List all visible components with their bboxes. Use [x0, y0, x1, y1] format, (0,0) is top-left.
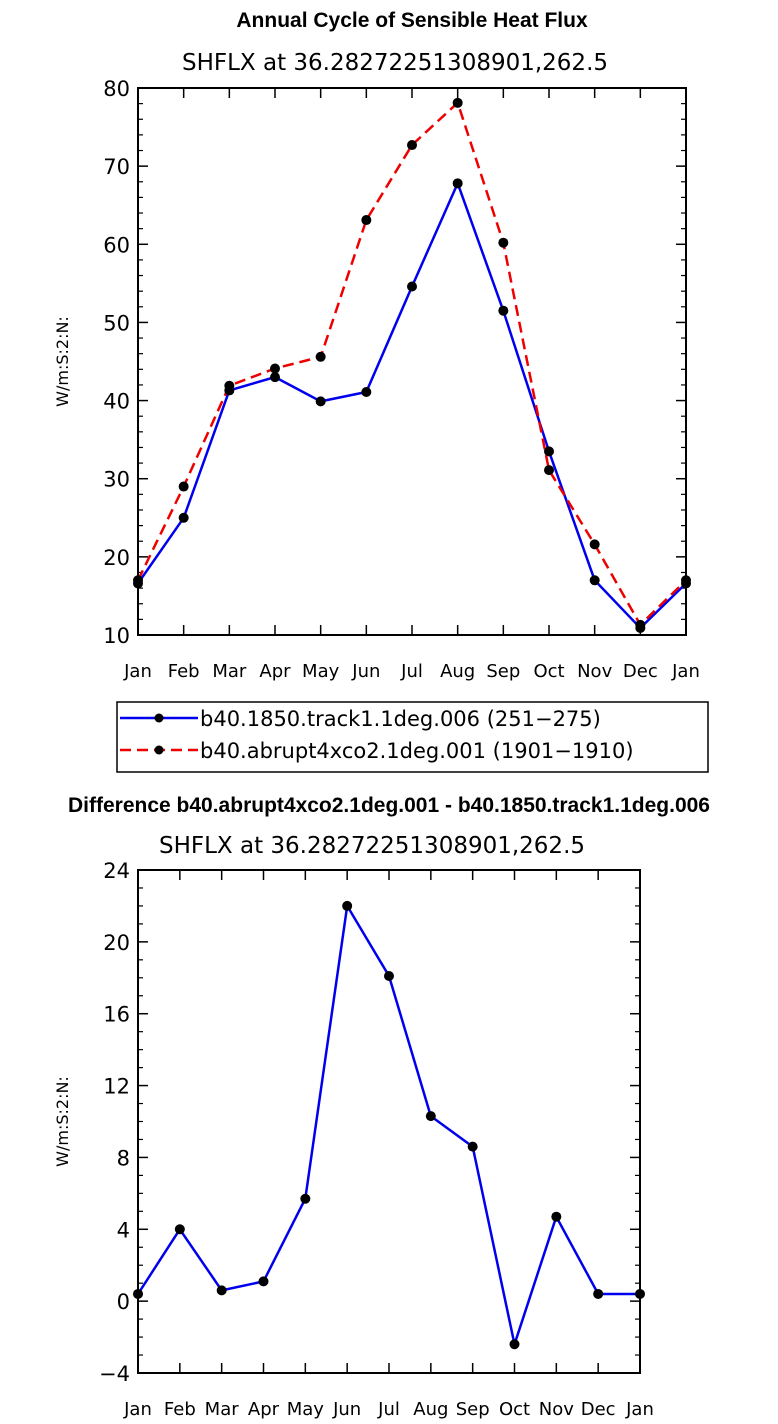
chart1-xtick-label: Dec — [623, 661, 658, 682]
chart1-ytick-label: 30 — [103, 468, 130, 492]
chart1-series-1-point — [315, 396, 326, 407]
chart2-ytick-label: 24 — [103, 859, 130, 883]
chart2-ytick-label: −4 — [99, 1362, 130, 1386]
chart2-series-1-point — [467, 1141, 478, 1152]
chart1-subtitle: SHFLX at 36.28272251308901,262.5 — [182, 50, 608, 76]
chart1-xtick-label: Apr — [259, 661, 291, 682]
chart2-ytick-label: 12 — [103, 1075, 130, 1099]
chart1-ytick-label: 10 — [103, 624, 130, 648]
chart2-xtick-label: Apr — [248, 1399, 280, 1419]
chart2-xtick-label: Jun — [332, 1399, 361, 1419]
chart1-series-2-point — [133, 575, 143, 586]
chart1-xtick-label: Jun — [351, 661, 380, 682]
chart2-ytick-label: 20 — [103, 931, 130, 955]
chart2-series-1-point — [174, 1224, 185, 1235]
chart1-series-2-point — [178, 481, 189, 492]
chart1-ytick-label: 20 — [103, 546, 130, 570]
chart1-title: Annual Cycle of Sensible Heat Flux — [236, 9, 588, 32]
chart1-series-1-point — [589, 575, 600, 586]
chart1-xtick-label: Oct — [533, 661, 564, 682]
chart1-series-1-point — [498, 305, 509, 316]
chart1-series-1-point — [178, 512, 189, 523]
chart2-xtick-label: Feb — [164, 1399, 196, 1419]
chart2-series-1-point — [551, 1211, 562, 1222]
chart2-series-1-point — [300, 1193, 311, 1204]
chart1-xtick-label: Jul — [400, 661, 423, 682]
chart2-series-1-point — [216, 1285, 227, 1296]
chart2-xtick-label: Oct — [499, 1399, 530, 1419]
chart1-xtick-label: Jan — [123, 661, 152, 682]
chart1-series-2-point — [589, 539, 600, 550]
chart1-ytick-label: 60 — [103, 233, 130, 257]
chart1-xtick-label: May — [302, 661, 340, 682]
legend-box — [116, 701, 709, 773]
chart1-series-2-point — [681, 575, 691, 586]
chart1-series-2-point — [315, 351, 326, 362]
chart2-series-1-point — [593, 1288, 604, 1299]
chart2-xtick-label: Jul — [377, 1399, 400, 1419]
chart1-series-2-point — [498, 237, 509, 248]
chart1-plot: 10 20 30 40 50 60 70 80 Jan Feb Mar Apr May Jun Jul Aug… — [53, 77, 700, 682]
chart1-ytick-label: 70 — [103, 155, 130, 179]
chart2-xtick-label: Dec — [581, 1399, 616, 1419]
chart1-series-1-point — [270, 372, 280, 383]
legend-marker-series-1 — [154, 713, 164, 723]
chart2-series-1-point — [635, 1288, 645, 1299]
chart1-xtick-label: Feb — [168, 661, 200, 682]
chart2-frame — [137, 869, 641, 1374]
chart2-xtick-label: May — [287, 1399, 325, 1419]
chart2-xtick-label: Nov — [539, 1399, 574, 1419]
chart2-xtick-label: Sep — [456, 1399, 490, 1419]
chart2-xtick-label: Mar — [205, 1399, 240, 1419]
chart1-series-2-point — [544, 465, 554, 476]
chart2-subtitle: SHFLX at 36.28272251308901,262.5 — [159, 833, 585, 859]
chart1-series-2-point — [452, 97, 463, 108]
chart2-series-1-point — [258, 1276, 269, 1287]
chart2-ylabel: W/m:S:2:N: — [53, 1076, 72, 1167]
legend-marker-series-2 — [154, 745, 164, 755]
chart1-series-2-point — [361, 215, 372, 226]
chart1-series-1-point — [544, 446, 554, 457]
chart1-series-1-point — [407, 281, 417, 292]
chart2-series-1-point — [342, 900, 353, 911]
chart2-series-1-point — [384, 970, 394, 981]
chart1-xtick-label: Aug — [440, 661, 475, 682]
chart2-ytick-label: 8 — [117, 1146, 130, 1170]
chart1-legend: b40.1850.track1.1deg.006 (251−275) b40.a… — [116, 701, 709, 773]
chart1-xtick-label: Mar — [212, 661, 247, 682]
legend-label-series-2: b40.abrupt4xco2.1deg.001 (1901−1910) — [200, 739, 634, 763]
chart1-series-1-point — [361, 386, 372, 397]
chart2-series-1-point — [425, 1111, 436, 1122]
chart2-plot: −4 0 4 8 12 16 20 24 Jan Feb Mar Apr May Jun Jul Aug Sep… — [53, 859, 654, 1420]
chart1-series-2-point — [270, 363, 280, 374]
chart2-xtick-label: Jan — [625, 1399, 654, 1419]
chart1-ylabel: W/m:S:2:N: — [53, 316, 72, 407]
chart1-xtick-label: Sep — [486, 661, 520, 682]
legend-label-series-1: b40.1850.track1.1deg.006 (251−275) — [200, 707, 601, 731]
chart2-ytick-label: 4 — [117, 1218, 130, 1242]
chart1-xtick-label: Nov — [577, 661, 612, 682]
chart1-ytick-label: 50 — [103, 311, 130, 335]
chart1-series-1-point — [452, 178, 463, 189]
chart1-series-2-point — [407, 140, 417, 151]
chart1-series-2-line — [136, 101, 687, 627]
chart1-series-2-point — [224, 380, 235, 391]
chart1-xtick-label: Jan — [671, 661, 700, 682]
chart1-ytick-label: 80 — [103, 77, 130, 101]
chart2-ytick-label: 0 — [117, 1290, 130, 1314]
chart2-series-1-point — [509, 1339, 520, 1350]
chart1-ytick-label: 40 — [103, 390, 130, 414]
chart2-xtick-label: Jan — [123, 1399, 152, 1419]
chart2-ytick-label: 16 — [103, 1003, 130, 1027]
chart2-xtick-label: Aug — [413, 1399, 448, 1419]
chart1-frame — [137, 87, 687, 636]
chart2-series-1-point — [133, 1288, 143, 1299]
chart2-title: Difference b40.abrupt4xco2.1deg.001 - b4… — [68, 794, 710, 817]
chart1-series-2-point — [635, 619, 646, 630]
